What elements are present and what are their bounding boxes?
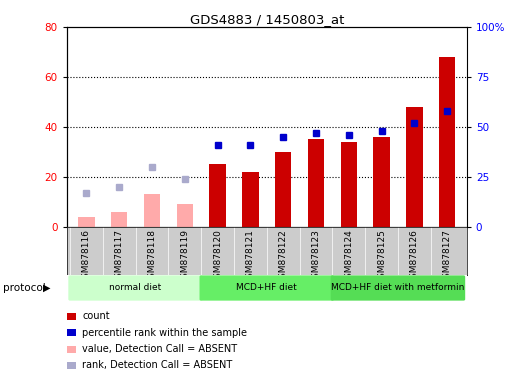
Bar bbox=[341, 142, 357, 227]
Text: GSM878127: GSM878127 bbox=[443, 229, 451, 284]
Text: ▶: ▶ bbox=[43, 283, 50, 293]
Bar bbox=[373, 137, 390, 227]
Bar bbox=[209, 164, 226, 227]
Text: MCD+HF diet: MCD+HF diet bbox=[236, 283, 297, 293]
FancyBboxPatch shape bbox=[68, 275, 203, 301]
Bar bbox=[111, 212, 127, 227]
Bar bbox=[439, 57, 456, 227]
Bar bbox=[308, 139, 324, 227]
Text: count: count bbox=[82, 311, 110, 321]
Bar bbox=[78, 217, 94, 227]
Text: GSM878120: GSM878120 bbox=[213, 229, 222, 284]
Text: GSM878119: GSM878119 bbox=[180, 229, 189, 284]
Text: rank, Detection Call = ABSENT: rank, Detection Call = ABSENT bbox=[82, 360, 232, 370]
Text: MCD+HF diet with metformin: MCD+HF diet with metformin bbox=[331, 283, 465, 293]
Text: value, Detection Call = ABSENT: value, Detection Call = ABSENT bbox=[82, 344, 237, 354]
Bar bbox=[144, 194, 160, 227]
Bar bbox=[406, 107, 423, 227]
Text: GSM878116: GSM878116 bbox=[82, 229, 91, 284]
Text: GSM878124: GSM878124 bbox=[344, 229, 353, 284]
Text: percentile rank within the sample: percentile rank within the sample bbox=[82, 328, 247, 338]
FancyBboxPatch shape bbox=[200, 275, 334, 301]
Text: GSM878125: GSM878125 bbox=[377, 229, 386, 284]
Text: GSM878118: GSM878118 bbox=[147, 229, 156, 284]
Text: GSM878122: GSM878122 bbox=[279, 229, 288, 284]
Bar bbox=[176, 204, 193, 227]
Text: normal diet: normal diet bbox=[109, 283, 162, 293]
Text: protocol: protocol bbox=[3, 283, 45, 293]
Bar bbox=[275, 152, 291, 227]
Title: GDS4883 / 1450803_at: GDS4883 / 1450803_at bbox=[190, 13, 344, 26]
Text: GSM878123: GSM878123 bbox=[311, 229, 321, 284]
Text: GSM878121: GSM878121 bbox=[246, 229, 255, 284]
Text: GSM878117: GSM878117 bbox=[115, 229, 124, 284]
FancyBboxPatch shape bbox=[331, 275, 465, 301]
Text: GSM878126: GSM878126 bbox=[410, 229, 419, 284]
Bar bbox=[242, 172, 259, 227]
